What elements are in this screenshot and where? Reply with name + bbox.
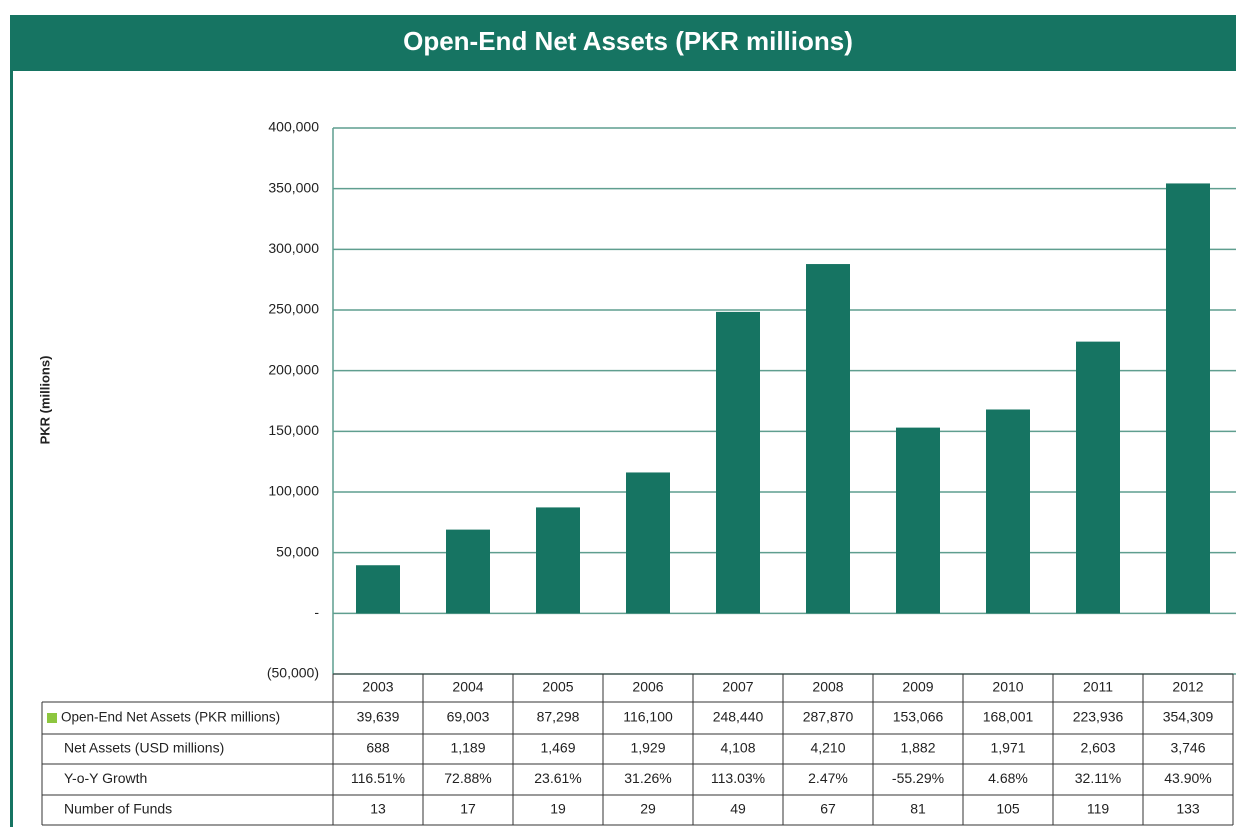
- table-cell: 1,929: [630, 740, 665, 756]
- x-tick-label: 2006: [632, 679, 663, 695]
- row-label: Net Assets (USD millions): [64, 740, 224, 756]
- y-tick-label: 350,000: [268, 179, 319, 195]
- x-tick-label: 2009: [902, 679, 933, 695]
- table-cell: 81: [910, 801, 926, 817]
- x-tick-label: 2010: [992, 679, 1023, 695]
- table-cell: 13: [370, 801, 386, 817]
- x-tick-label: 2007: [722, 679, 753, 695]
- bar: [986, 409, 1030, 614]
- value-label: 69,003: [447, 709, 490, 725]
- bar: [896, 427, 940, 614]
- bar: [356, 565, 400, 614]
- table-cell: 72.88%: [444, 770, 491, 786]
- y-tick-label: 100,000: [268, 483, 319, 499]
- x-tick-label: 2008: [812, 679, 843, 695]
- table-cell: 49: [730, 801, 746, 817]
- table-cell: 31.26%: [624, 770, 671, 786]
- value-label: 87,298: [537, 709, 580, 725]
- table-cell: 105: [996, 801, 1020, 817]
- y-tick-label: 250,000: [268, 301, 319, 317]
- table-cell: 1,469: [540, 740, 575, 756]
- table-cell: 2,603: [1080, 740, 1115, 756]
- bar: [626, 472, 670, 614]
- row-label: Y-o-Y Growth: [64, 770, 147, 786]
- table-cell: 688: [366, 740, 390, 756]
- table-cell: 32.11%: [1075, 770, 1121, 786]
- table-cell: 4.68%: [988, 770, 1028, 786]
- bar: [1076, 341, 1120, 614]
- title-band: [10, 15, 1236, 71]
- legend-swatch: [47, 713, 57, 723]
- table-cell: -55.29%: [892, 770, 944, 786]
- x-tick-label: 2004: [452, 679, 483, 695]
- value-label: 354,309: [1163, 709, 1214, 725]
- value-label: 248,440: [713, 709, 764, 725]
- table-cell: 29: [640, 801, 656, 817]
- table-cell: 4,210: [810, 740, 845, 756]
- value-label: 223,936: [1073, 709, 1124, 725]
- y-tick-label: 200,000: [268, 361, 319, 377]
- x-tick-label: 2003: [362, 679, 393, 695]
- value-label: 116,100: [623, 709, 673, 725]
- bar: [1166, 183, 1210, 614]
- bar: [446, 529, 490, 614]
- table-cell: 43.90%: [1164, 770, 1211, 786]
- table-cell: 4,108: [720, 740, 755, 756]
- y-axis-label: PKR (millions): [37, 356, 52, 445]
- chart-title: Open-End Net Assets (PKR millions): [403, 26, 853, 56]
- table-cell: 113.03%: [711, 770, 765, 786]
- x-tick-label: 2012: [1172, 679, 1203, 695]
- bar: [536, 507, 580, 614]
- table-cell: 2.47%: [808, 770, 848, 786]
- x-tick-label: 2005: [542, 679, 573, 695]
- left-border: [10, 71, 13, 827]
- table-cell: 19: [550, 801, 566, 817]
- y-tick-label: 150,000: [268, 422, 319, 438]
- y-tick-label: 300,000: [268, 240, 319, 256]
- table-cell: 119: [1087, 801, 1110, 817]
- value-label: 287,870: [803, 709, 854, 725]
- table-cell: 133: [1176, 801, 1200, 817]
- table-cell: 17: [460, 801, 476, 817]
- table-cell: 67: [820, 801, 836, 817]
- row-label: Number of Funds: [64, 801, 172, 817]
- table-cell: 1,971: [990, 740, 1025, 756]
- table-cell: 116.51%: [351, 770, 405, 786]
- y-tick-label: -: [314, 604, 319, 620]
- legend-label: Open-End Net Assets (PKR millions): [61, 710, 280, 725]
- table-cell: 23.61%: [534, 770, 581, 786]
- y-tick-label: (50,000): [267, 665, 319, 681]
- value-label: 39,639: [357, 709, 400, 725]
- y-tick-label: 400,000: [268, 119, 319, 135]
- bar: [716, 311, 760, 614]
- x-tick-label: 2011: [1083, 679, 1113, 695]
- table-cell: 1,882: [900, 740, 935, 756]
- y-tick-label: 50,000: [276, 543, 319, 559]
- value-label: 168,001: [983, 709, 1034, 725]
- value-label: 153,066: [893, 709, 944, 725]
- table-cell: 3,746: [1170, 740, 1205, 756]
- bar: [806, 264, 850, 614]
- table-cell: 1,189: [450, 740, 485, 756]
